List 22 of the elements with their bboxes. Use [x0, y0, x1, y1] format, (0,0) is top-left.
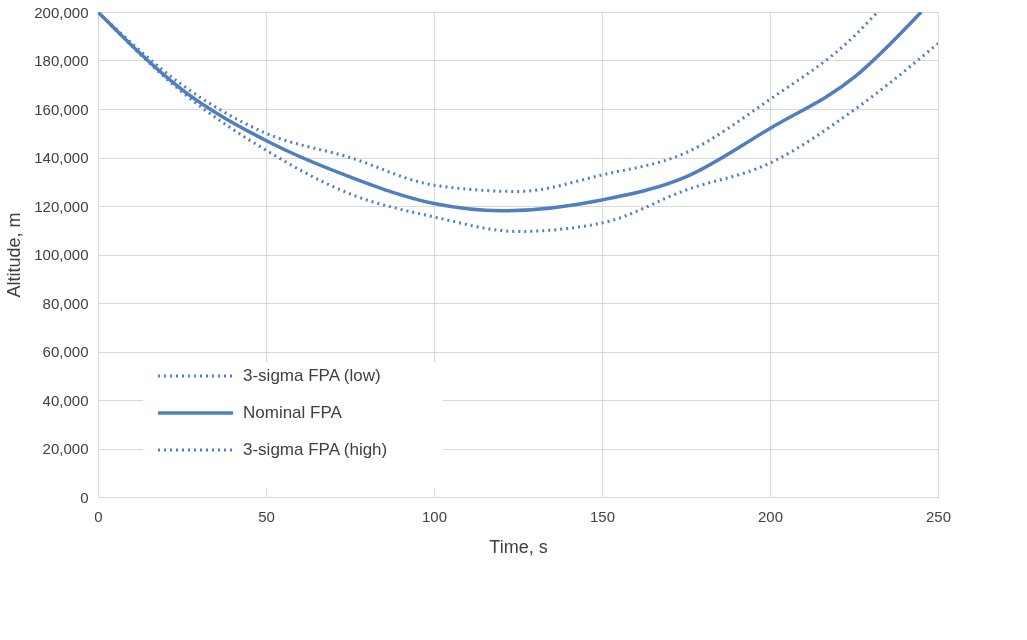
- y-tick-label: 120,000: [34, 197, 89, 215]
- y-tick-label: 160,000: [34, 100, 89, 118]
- x-tick-label: 50: [258, 507, 275, 525]
- x-tick-label: 250: [925, 507, 952, 525]
- y-tick-label: 200,000: [34, 3, 89, 21]
- y-tick-label: 180,000: [34, 52, 89, 69]
- x-axis-title: Time, s: [489, 536, 548, 557]
- legend-label: 3-sigma FPA (high): [243, 440, 388, 459]
- legend-label: Nominal FPA: [243, 403, 343, 422]
- y-axis-title: Altitude, m: [4, 212, 25, 298]
- y-tick-label: 40,000: [42, 391, 89, 409]
- x-tick-label: 150: [589, 507, 616, 525]
- legend-label: 3-sigma FPA (low): [243, 366, 381, 385]
- x-tick-label: 0: [94, 507, 103, 525]
- y-tick-label: 80,000: [42, 294, 89, 312]
- y-tick-label: 20,000: [42, 440, 89, 457]
- y-tick-label: 0: [80, 488, 89, 506]
- x-tick-label: 200: [757, 507, 784, 525]
- y-tick-label: 100,000: [34, 246, 89, 263]
- x-tick-label: 100: [421, 507, 448, 525]
- y-tick-label: 140,000: [34, 149, 89, 166]
- y-tick-label: 60,000: [42, 343, 89, 360]
